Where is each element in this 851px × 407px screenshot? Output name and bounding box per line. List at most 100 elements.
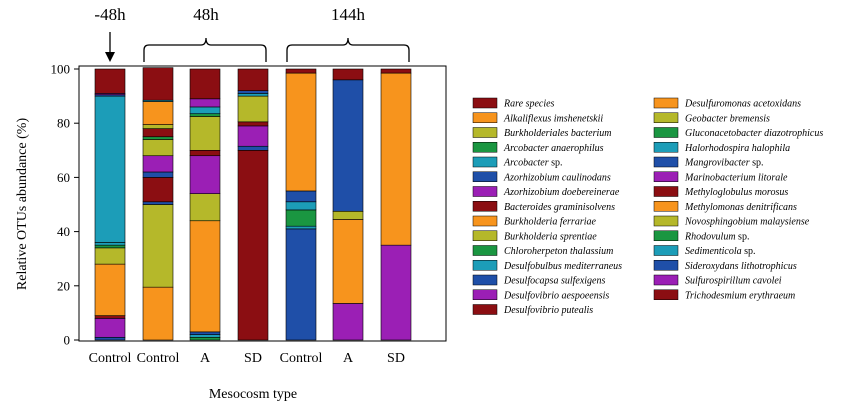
legend-label-name: Geobacter bremensis — [685, 113, 770, 124]
legend-item: Azorhizobium caulinodans — [472, 171, 611, 183]
bar-segment — [142, 128, 174, 138]
brace-48h — [143, 37, 267, 62]
bar-stack-1 — [94, 68, 126, 341]
bar-segment — [94, 318, 126, 338]
legend-label-name: Arcobacter — [503, 158, 549, 169]
legend-swatch — [472, 156, 498, 168]
bar-segment — [142, 101, 174, 125]
legend-label: Desulfuromonas acetoxidans — [684, 99, 801, 110]
bar-segment — [189, 193, 221, 222]
bar-segment — [142, 177, 174, 203]
legend-label-name: Gluconacetobacter diazotrophicus — [685, 128, 823, 139]
x-axis-label: Mesocosm type — [209, 387, 297, 402]
time-label-minus48h: -48h — [94, 5, 126, 24]
bar-segment — [189, 98, 221, 108]
time-annotations: -48h 48h 144h — [94, 5, 410, 62]
legend-label: Rhodovulum sp. — [684, 231, 749, 242]
legend-label-name: Rhodovulum — [684, 231, 736, 242]
legend-swatch — [472, 289, 498, 300]
legend-item: Rare species — [472, 97, 555, 110]
legend-label-name: Bacteroides graminisolvens — [504, 202, 615, 213]
legend-item: Arcobacter sp. — [472, 156, 563, 169]
y-tick-label: 20 — [57, 278, 70, 293]
bar-segment — [94, 68, 126, 94]
legend-label: Trichodesmium erythraeum — [685, 290, 795, 301]
bar-stack-7 — [380, 68, 412, 341]
legend-label: Marinobacterium litorale — [684, 172, 788, 183]
legend-label: Geobacter bremensis — [685, 113, 770, 124]
legend-label: Desulfobulbus mediterraneus — [503, 261, 622, 272]
legend-label: Mangrovibacter sp. — [684, 158, 764, 169]
bar-segment — [142, 124, 174, 129]
legend-label: Novosphingobium malaysiense — [684, 217, 810, 228]
legend-item: Desulfobulbus mediterraneus — [472, 260, 622, 272]
legend-item: Azorhizobium doebereinerae — [472, 186, 620, 198]
legend-label: Bacteroides graminisolvens — [504, 202, 615, 213]
legend-label: Rare species — [503, 99, 555, 110]
legend-label-name: Chloroherpeton thalassium — [504, 246, 613, 257]
legend-item: Trichodesmium erythraeum — [653, 289, 795, 301]
bar-segment — [332, 219, 364, 304]
legend-label-name: Novosphingobium malaysiense — [684, 217, 810, 228]
legend-swatch — [472, 260, 498, 271]
x-tick-label: A — [343, 351, 354, 366]
bar-segment — [189, 336, 221, 341]
arrow-head — [105, 52, 115, 62]
legend-item: Mangrovibacter sp. — [653, 156, 764, 169]
legend-swatch — [653, 171, 679, 182]
legend-label: Sedimenticola sp. — [685, 246, 756, 257]
y-tick-label: 0 — [64, 333, 71, 348]
legend-item: Gluconacetobacter diazotrophicus — [653, 127, 823, 139]
legend-label: Alkaliflexus imshenetskii — [503, 113, 603, 124]
bar-stack-2 — [142, 67, 174, 341]
legend-label-name: Desulfovibrio aespoeensis — [503, 290, 609, 301]
bar-segment — [94, 244, 126, 249]
bar-segment — [237, 93, 269, 97]
legend-label-name: Azorhizobium caulinodans — [503, 172, 611, 183]
y-tick-label: 60 — [57, 170, 70, 185]
legend-item: Alkaliflexus imshenetskii — [472, 112, 603, 124]
legend-label-name: Halorhodospira halophila — [684, 143, 790, 154]
legend-label-name: Mangrovibacter — [684, 158, 750, 169]
y-tick-label: 40 — [57, 224, 70, 239]
bar-segment — [94, 336, 126, 341]
legend-label: Desulfocapsa sulfexigens — [503, 276, 605, 287]
legend-swatch — [472, 274, 498, 286]
legend-label-name: Marinobacterium litorale — [684, 172, 788, 183]
legend-swatch — [653, 230, 679, 241]
bar-segment — [237, 150, 269, 341]
bar-stack-5 — [285, 68, 317, 341]
legend-item: Desulfovibrio aespoeensis — [472, 289, 609, 301]
bar-segment — [142, 136, 174, 140]
legend-swatch — [653, 127, 679, 138]
legend-label: Sulfurospirillum cavolei — [685, 276, 782, 287]
legend-item: Burkholderiales bacterium — [472, 127, 611, 139]
legend-label: Azorhizobium doebereinerae — [503, 187, 620, 198]
legend-label-name: Burkholderiales bacterium — [504, 128, 611, 139]
legend-item: Rhodovulum sp. — [653, 230, 749, 242]
bar-segment — [237, 125, 269, 147]
bar-segment — [189, 113, 221, 117]
legend-item: Chloroherpeton thalassium — [472, 245, 613, 257]
time-label-48h: 48h — [193, 5, 219, 24]
bar-segment — [189, 106, 221, 115]
legend-label: Burkholderiales bacterium — [504, 128, 611, 139]
legend-swatch — [653, 97, 679, 109]
bar-segment — [189, 150, 221, 157]
legend-item: Burkholderia sprentiae — [472, 230, 597, 242]
legend-swatch — [472, 230, 498, 241]
bar-segment — [142, 171, 174, 178]
x-tick-label: SD — [244, 351, 262, 366]
y-axis: 0 20 40 60 80 100 — [51, 62, 79, 348]
legend-swatch — [653, 215, 679, 227]
bar-segment — [142, 201, 174, 205]
x-tick-label: A — [200, 351, 211, 366]
legend-item: Desulfuromonas acetoxidans — [653, 97, 801, 110]
bar-stack-3 — [189, 68, 221, 341]
bar-segment — [189, 155, 221, 194]
legend-swatch — [472, 304, 498, 315]
bar-segment — [380, 68, 412, 74]
legend-item: Desulfocapsa sulfexigens — [472, 274, 605, 287]
y-tick-label: 80 — [57, 116, 70, 131]
legend-item: Bacteroides graminisolvens — [472, 201, 615, 213]
